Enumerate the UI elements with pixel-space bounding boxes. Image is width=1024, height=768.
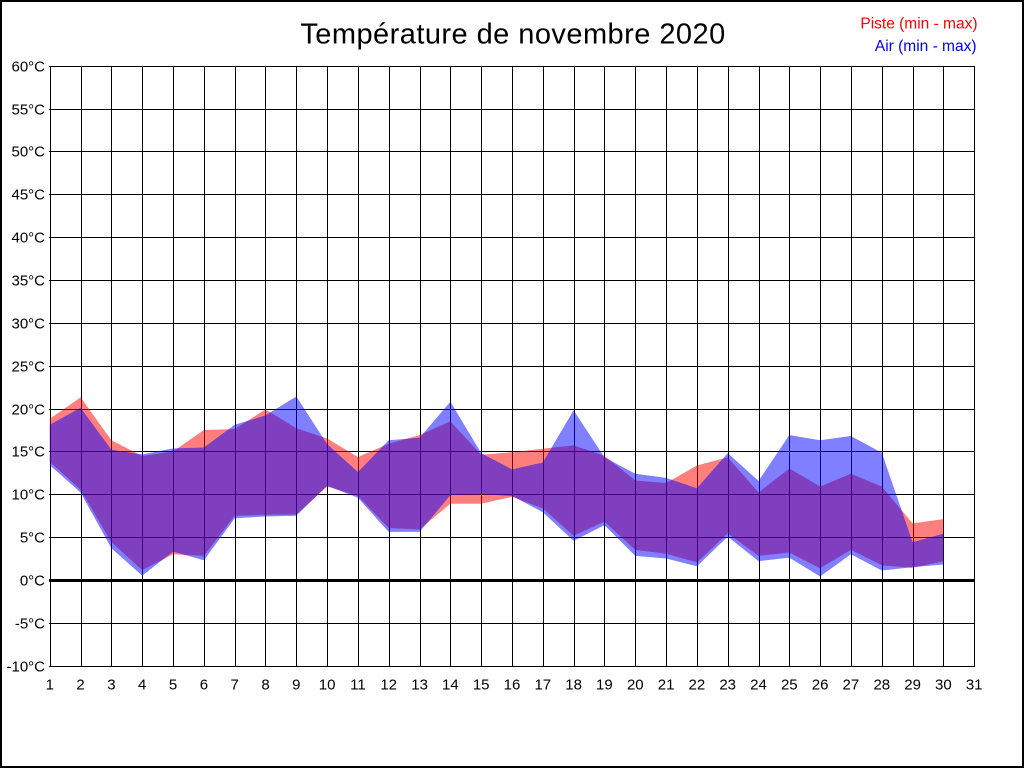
svg-text:Air (min - max): Air (min - max) — [875, 38, 977, 55]
svg-text:30°C: 30°C — [11, 316, 45, 333]
svg-text:Piste (min - max): Piste (min - max) — [860, 16, 977, 33]
svg-text:13: 13 — [411, 677, 428, 694]
svg-text:1: 1 — [46, 677, 54, 694]
svg-text:0°C: 0°C — [20, 573, 45, 590]
svg-text:5: 5 — [169, 677, 177, 694]
svg-text:26: 26 — [812, 677, 829, 694]
svg-text:24: 24 — [750, 677, 767, 694]
svg-text:40°C: 40°C — [11, 230, 45, 247]
svg-text:2: 2 — [76, 677, 84, 694]
svg-text:9: 9 — [292, 677, 300, 694]
svg-text:29: 29 — [904, 677, 921, 694]
svg-text:5°C: 5°C — [20, 530, 45, 547]
svg-text:6: 6 — [200, 677, 208, 694]
svg-text:18: 18 — [565, 677, 582, 694]
svg-text:20°C: 20°C — [11, 402, 45, 419]
svg-text:4: 4 — [138, 677, 146, 694]
svg-text:14: 14 — [442, 677, 459, 694]
svg-text:35°C: 35°C — [11, 273, 45, 290]
svg-text:12: 12 — [380, 677, 397, 694]
svg-text:20: 20 — [627, 677, 644, 694]
svg-text:-10°C: -10°C — [6, 659, 45, 676]
svg-text:31: 31 — [966, 677, 983, 694]
svg-text:7: 7 — [231, 677, 239, 694]
svg-text:8: 8 — [261, 677, 269, 694]
svg-text:30: 30 — [935, 677, 952, 694]
svg-text:3: 3 — [107, 677, 115, 694]
svg-text:16: 16 — [504, 677, 521, 694]
svg-text:17: 17 — [534, 677, 551, 694]
svg-text:25°C: 25°C — [11, 359, 45, 376]
svg-text:55°C: 55°C — [11, 102, 45, 119]
svg-text:10°C: 10°C — [11, 487, 45, 504]
svg-text:50°C: 50°C — [11, 144, 45, 161]
svg-text:15°C: 15°C — [11, 444, 45, 461]
svg-text:25: 25 — [781, 677, 798, 694]
svg-text:-5°C: -5°C — [15, 616, 45, 633]
svg-text:15: 15 — [473, 677, 490, 694]
svg-text:28: 28 — [873, 677, 890, 694]
svg-text:10: 10 — [319, 677, 336, 694]
svg-text:11: 11 — [350, 677, 366, 694]
svg-text:Température de novembre 2020: Température de novembre 2020 — [300, 19, 725, 51]
svg-text:23: 23 — [719, 677, 736, 694]
svg-text:45°C: 45°C — [11, 187, 45, 204]
svg-text:19: 19 — [596, 677, 613, 694]
svg-text:22: 22 — [689, 677, 706, 694]
svg-text:21: 21 — [658, 677, 675, 694]
svg-text:60°C: 60°C — [11, 59, 45, 76]
svg-text:27: 27 — [843, 677, 860, 694]
